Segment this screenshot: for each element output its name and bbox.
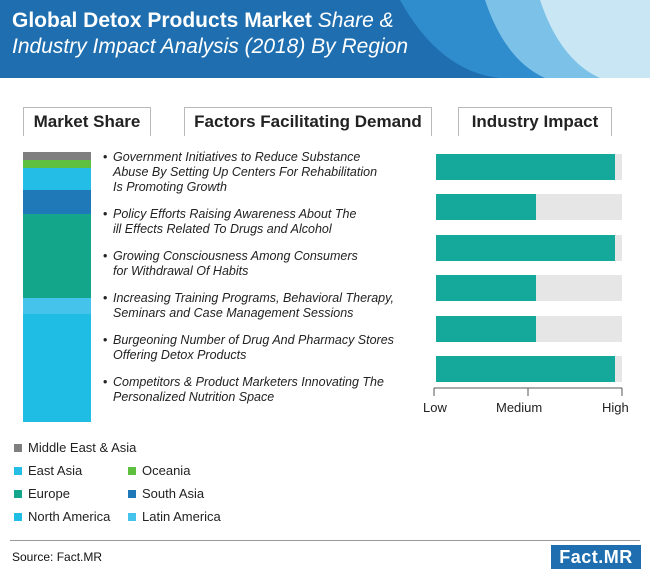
impact-bar-track bbox=[436, 194, 622, 221]
impact-axis bbox=[433, 387, 623, 396]
legend-label: Latin America bbox=[142, 509, 221, 524]
factor-item: Increasing Training Programs, Behavioral… bbox=[103, 291, 423, 321]
factor-item: Government Initiatives to Reduce Substan… bbox=[103, 150, 423, 195]
legend-label: Middle East & Asia bbox=[28, 440, 137, 455]
stack-segment-europe bbox=[23, 214, 91, 298]
legend-swatch bbox=[128, 489, 136, 498]
factmr-logo: Fact.MR bbox=[551, 545, 641, 569]
impact-bar-fill bbox=[436, 315, 537, 342]
market-share-stacked-bar bbox=[23, 152, 91, 422]
title-main: Global Detox Products Market bbox=[12, 9, 312, 32]
logo-text: Fact.MR bbox=[559, 546, 633, 567]
impact-bar-track bbox=[436, 275, 622, 302]
legend-item-south-asia: South Asia bbox=[128, 486, 204, 501]
legend-item-north-america: North America bbox=[14, 509, 110, 524]
industry-impact-chart bbox=[436, 152, 622, 382]
legend-swatch bbox=[14, 512, 22, 521]
impact-bar-track bbox=[436, 356, 622, 382]
legend-item-middle-east-asia: Middle East & Asia bbox=[14, 440, 136, 455]
legend-swatch bbox=[14, 489, 22, 498]
impact-bar-track bbox=[436, 154, 622, 180]
legend-item-europe: Europe bbox=[14, 486, 70, 501]
stack-segment-south-asia bbox=[23, 189, 91, 215]
page-title: Global Detox Products Market Share & Ind… bbox=[12, 8, 432, 60]
factors-list: Government Initiatives to Reduce Substan… bbox=[103, 150, 423, 405]
title-sub: Share & Industry Impact Analysis (2018) … bbox=[12, 9, 409, 58]
legend-swatch bbox=[14, 443, 22, 452]
section-impact-label: Industry Impact bbox=[471, 112, 599, 131]
legend-swatch bbox=[128, 466, 136, 475]
section-impact: Industry Impact bbox=[458, 107, 612, 136]
legend-item-latin-america: Latin America bbox=[128, 509, 221, 524]
impact-bar-track bbox=[436, 315, 622, 342]
legend-label: East Asia bbox=[28, 463, 83, 478]
impact-bar-fill bbox=[436, 356, 615, 382]
factor-item: Competitors & Product Marketers Innovati… bbox=[103, 375, 423, 405]
impact-bar-fill bbox=[436, 275, 537, 302]
footer-divider bbox=[10, 540, 640, 541]
factor-item: Growing Consciousness Among Consumers fo… bbox=[103, 249, 423, 279]
factor-item: Policy Efforts Raising Awareness About T… bbox=[103, 207, 423, 237]
impact-bar-fill bbox=[436, 154, 615, 180]
impact-bar-fill bbox=[436, 234, 615, 261]
legend-swatch bbox=[128, 512, 136, 521]
header-banner: Global Detox Products Market Share & Ind… bbox=[0, 0, 650, 78]
impact-bar-fill bbox=[436, 194, 537, 221]
source-text: Source: Fact.MR bbox=[12, 550, 103, 564]
legend-swatch bbox=[14, 466, 22, 475]
stack-segment-east-asia bbox=[23, 168, 91, 190]
impact-bar-track bbox=[436, 234, 622, 261]
section-factors: Factors Facilitating Demand bbox=[184, 107, 432, 136]
legend-label: Europe bbox=[28, 486, 70, 501]
section-market-share-label: Market Share bbox=[33, 112, 141, 131]
legend-item-east-asia: East Asia bbox=[14, 463, 82, 478]
factor-item: Burgeoning Number of Drug And Pharmacy S… bbox=[103, 333, 423, 363]
section-factors-label: Factors Facilitating Demand bbox=[194, 112, 422, 131]
axis-tick-low: Low bbox=[423, 400, 447, 415]
axis-tick-medium: Medium bbox=[496, 400, 543, 415]
stack-segment-oceania bbox=[23, 160, 91, 169]
legend-label: Oceania bbox=[142, 463, 191, 478]
stack-segment-middle-east-asia bbox=[23, 152, 91, 161]
section-market-share: Market Share bbox=[23, 107, 151, 136]
axis-tick-high: High bbox=[602, 400, 629, 415]
legend-item-oceania: Oceania bbox=[128, 463, 190, 478]
legend-label: North America bbox=[28, 509, 111, 524]
header-decoration bbox=[400, 0, 650, 78]
legend-label: South Asia bbox=[142, 486, 205, 501]
stack-segment-north-america bbox=[23, 313, 91, 422]
stack-segment-latin-america bbox=[23, 297, 91, 314]
